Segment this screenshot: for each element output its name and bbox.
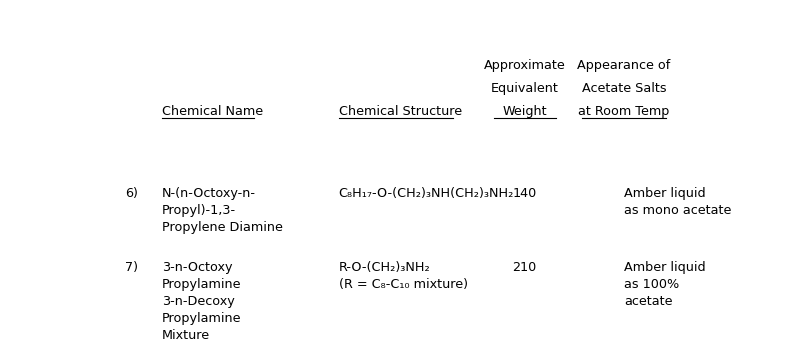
Text: 6): 6)	[125, 187, 138, 201]
Text: Chemical Name: Chemical Name	[162, 105, 263, 119]
Text: 7): 7)	[125, 261, 138, 274]
Text: Appearance of: Appearance of	[578, 59, 670, 72]
Text: 210: 210	[513, 261, 537, 274]
Text: R-O-(CH₂)₃NH₂
(R = C₈-C₁₀ mixture): R-O-(CH₂)₃NH₂ (R = C₈-C₁₀ mixture)	[338, 261, 468, 291]
Text: Amber liquid
as mono acetate: Amber liquid as mono acetate	[624, 187, 731, 218]
Text: Acetate Salts: Acetate Salts	[582, 82, 666, 95]
Text: 140: 140	[513, 187, 537, 201]
Text: Amber liquid
as 100%
acetate: Amber liquid as 100% acetate	[624, 261, 706, 308]
Text: 3-n-Octoxy
Propylamine
3-n-Decoxy
Propylamine
Mixture: 3-n-Octoxy Propylamine 3-n-Decoxy Propyl…	[162, 261, 242, 342]
Text: Approximate: Approximate	[484, 59, 566, 72]
Text: N-(n-Octoxy-n-
Propyl)-1,3-
Propylene Diamine: N-(n-Octoxy-n- Propyl)-1,3- Propylene Di…	[162, 187, 283, 234]
Text: Equivalent: Equivalent	[490, 82, 558, 95]
Text: Weight: Weight	[502, 105, 547, 119]
Text: C₈H₁₇-O-(CH₂)₃NH(CH₂)₃NH₂: C₈H₁₇-O-(CH₂)₃NH(CH₂)₃NH₂	[338, 187, 514, 201]
Text: Chemical Structure: Chemical Structure	[338, 105, 462, 119]
Text: at Room Temp: at Room Temp	[578, 105, 670, 119]
